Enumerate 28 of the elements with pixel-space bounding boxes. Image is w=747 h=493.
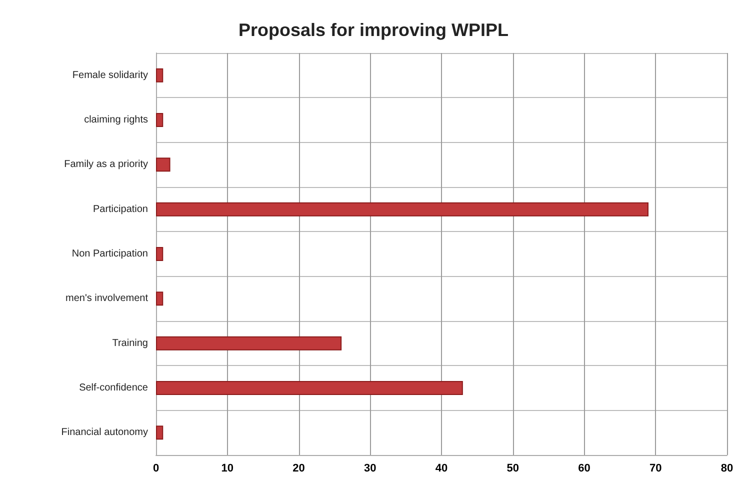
bar	[156, 158, 170, 172]
bar	[156, 113, 164, 127]
bar	[156, 426, 164, 440]
x-tick-label: 10	[221, 462, 234, 474]
chart-title: Proposals for improving WPIPL	[238, 20, 509, 40]
y-tick-label: Participation	[92, 204, 148, 215]
bar	[156, 202, 648, 216]
y-tick-label: Training	[112, 338, 148, 349]
y-tick-label: claiming rights	[84, 114, 148, 126]
y-tick-label: Female solidarity	[72, 70, 148, 81]
bar	[156, 381, 463, 395]
y-tick-label: Family as a priority	[64, 159, 148, 170]
bar	[156, 336, 342, 350]
y-tick-label: Financial autonomy	[61, 427, 148, 438]
bar	[156, 247, 164, 261]
y-tick-label: Self-confidence	[79, 382, 148, 394]
x-tick-label: 20	[292, 462, 305, 474]
y-tick-label: men's involvement	[66, 293, 148, 304]
x-tick-label: 60	[578, 462, 590, 474]
x-tick-label: 70	[650, 462, 662, 474]
x-tick-label: 80	[720, 462, 734, 474]
x-tick-label: 0	[152, 462, 160, 474]
x-tick-label: 30	[364, 462, 376, 474]
x-tick-label: 40	[435, 462, 448, 474]
y-tick-label: Non Participation	[72, 248, 148, 260]
bar	[156, 68, 164, 82]
x-tick-label: 50	[506, 462, 519, 474]
bar	[156, 292, 164, 306]
